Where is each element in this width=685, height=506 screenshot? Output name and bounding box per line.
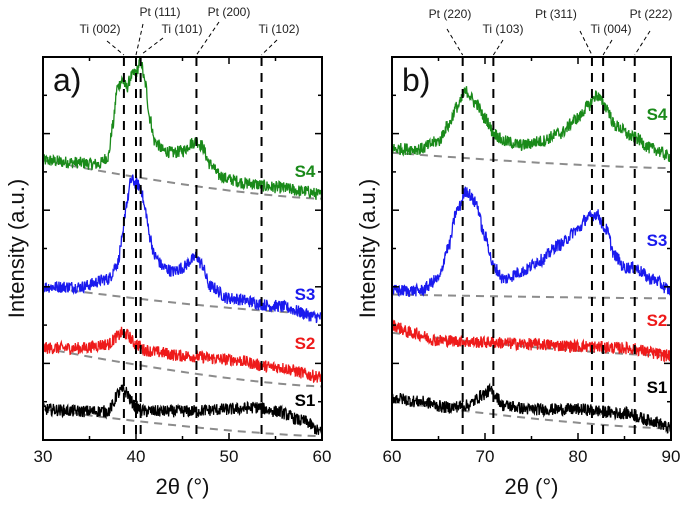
reference-label: Pt (111) — [140, 5, 181, 19]
x-tick-label: 80 — [569, 447, 588, 466]
reference-label: Ti (004) — [591, 22, 632, 36]
reference-label: Pt (311) — [535, 7, 577, 21]
x-tick-label: 90 — [662, 447, 681, 466]
reference-label: Pt (200) — [208, 5, 251, 19]
series-line-s1 — [42, 384, 323, 435]
x-axis-label: 2θ (°) — [504, 474, 558, 499]
reference-leader — [106, 40, 125, 56]
baseline-s3 — [391, 293, 671, 300]
reference-leader — [446, 28, 464, 56]
series-label-s2: S2 — [295, 334, 316, 353]
y-axis-label: Intensity (a.u.) — [4, 179, 29, 318]
plot-frame — [42, 56, 323, 441]
baseline-s4 — [42, 159, 323, 200]
reference-leader — [579, 30, 593, 56]
series-label-s2: S2 — [647, 311, 668, 330]
x-tick-label: 60 — [383, 447, 402, 466]
plot-frame — [391, 56, 672, 441]
x-tick-label: 40 — [127, 447, 146, 466]
reference-leader — [135, 23, 144, 56]
series-label-s4: S4 — [295, 162, 316, 181]
reference-label: Ti (101) — [162, 22, 203, 36]
series-label-s3: S3 — [647, 231, 668, 250]
reference-leader — [492, 39, 504, 56]
reference-leader — [140, 37, 164, 56]
panel-a: Ti (002) Pt (111) Ti (101) Pt (200) Ti (102)… — [4, 5, 331, 499]
reference-leader — [261, 39, 278, 56]
panel-label: b) — [402, 62, 430, 98]
panel-b: Pt (220) Ti (103) Pt (311) Ti (004)Pt (222)… — [355, 7, 680, 499]
series-line-s3 — [391, 186, 672, 298]
series-line-s2 — [391, 319, 672, 363]
reference-label: Pt (222) — [630, 7, 673, 21]
reference-label: Ti (103) — [483, 22, 524, 36]
x-tick-label: 30 — [34, 447, 53, 466]
series-line-s4 — [391, 86, 672, 163]
baseline-s1 — [42, 408, 323, 438]
panel-label: a) — [53, 62, 81, 98]
reference-label: Ti (102) — [259, 22, 300, 36]
baseline-s4 — [391, 151, 672, 170]
x-tick-label: 50 — [220, 447, 239, 466]
series-line-s2 — [42, 326, 323, 384]
x-tick-label: 70 — [476, 447, 495, 466]
baseline-s2 — [42, 347, 323, 388]
y-axis-label: Intensity (a.u.) — [355, 179, 380, 318]
reference-leader — [634, 30, 651, 56]
series-label-s1: S1 — [295, 391, 316, 410]
reference-label: Pt (220) — [429, 7, 472, 21]
series-label-s1: S1 — [647, 378, 668, 397]
reference-label: Ti (002) — [80, 22, 121, 36]
x-tick-label: 60 — [313, 447, 332, 466]
x-axis-label: 2θ (°) — [155, 474, 209, 499]
series-label-s4: S4 — [647, 105, 668, 124]
series-line-s1 — [391, 382, 672, 434]
series-label-s3: S3 — [295, 285, 316, 304]
baseline-s3 — [42, 285, 323, 315]
series-line-s4 — [42, 56, 323, 202]
series-line-s3 — [42, 174, 323, 324]
reference-leader — [602, 39, 613, 56]
